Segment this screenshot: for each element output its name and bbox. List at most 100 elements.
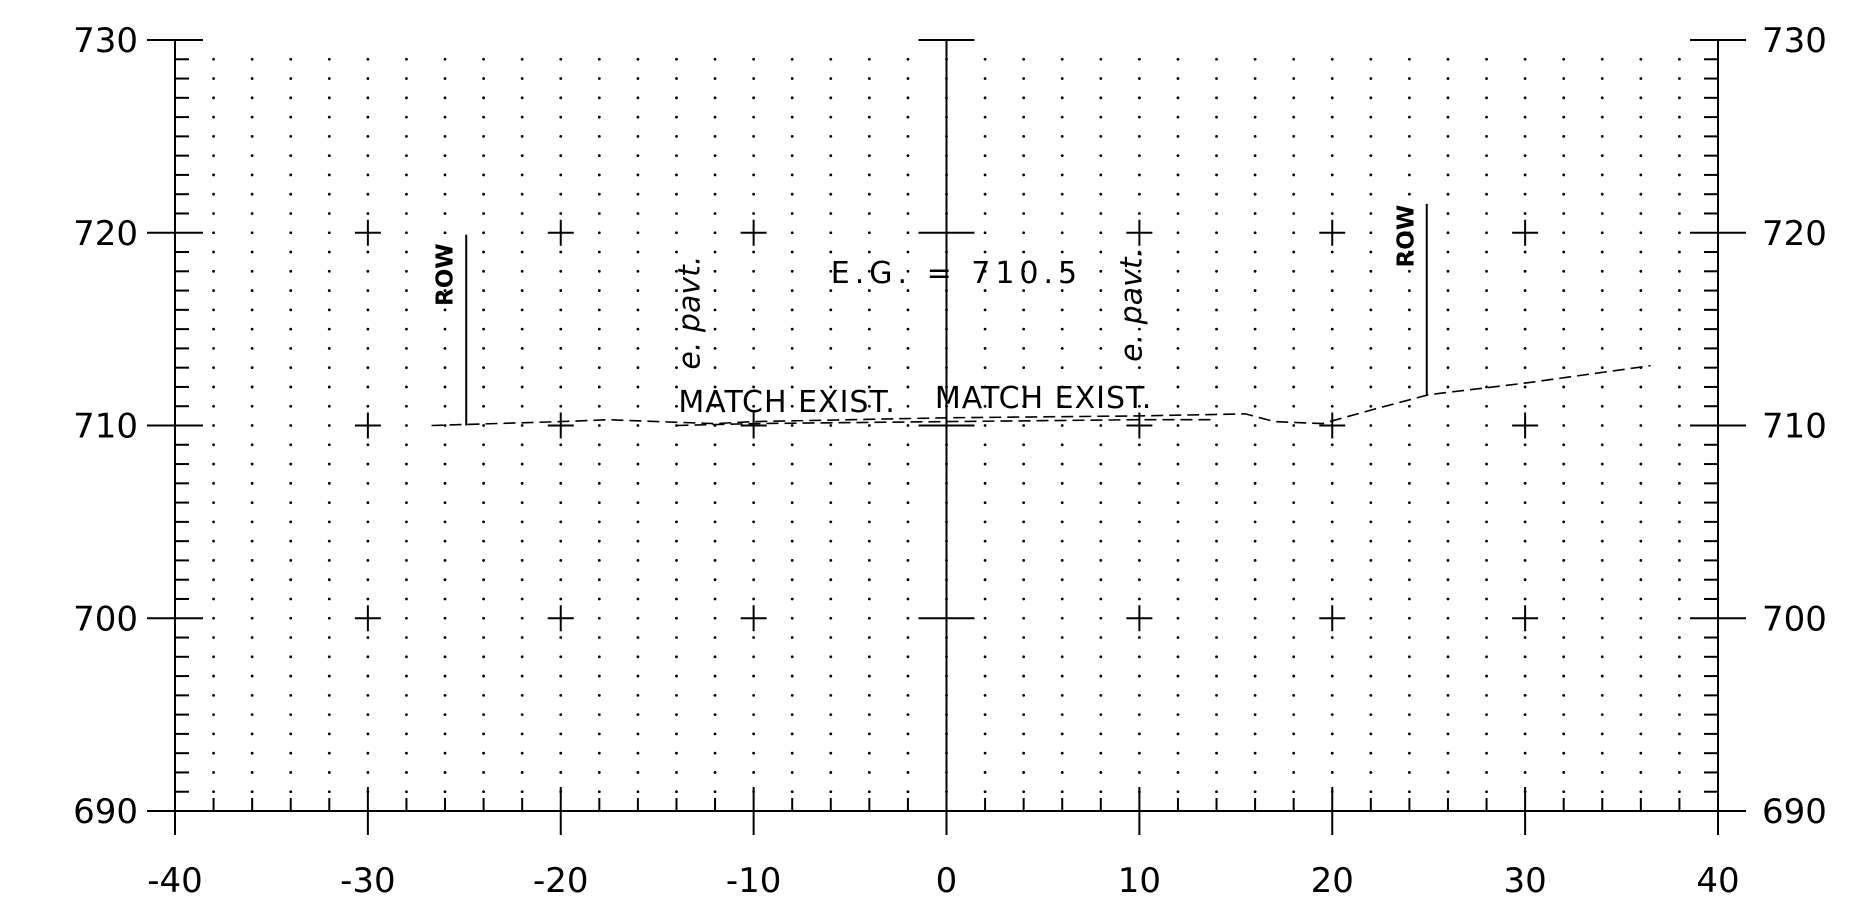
grid-dot	[405, 462, 408, 466]
grid-dot	[1485, 462, 1488, 466]
grid-dot	[443, 57, 447, 61]
grid-dot	[443, 771, 447, 774]
grid-dot	[1330, 57, 1334, 61]
grid-dot	[1523, 751, 1527, 755]
grid-dot	[1369, 404, 1373, 408]
grid-dot	[636, 616, 640, 620]
grid-dot	[1639, 327, 1643, 331]
grid-dot	[752, 462, 756, 466]
grid-dot	[1485, 481, 1488, 485]
grid-dot	[1523, 77, 1527, 80]
grid-dot	[1369, 674, 1373, 678]
grid-dot	[1523, 693, 1527, 697]
grid-dot	[867, 655, 871, 659]
grid-dot	[1408, 559, 1411, 562]
grid-dot	[1639, 134, 1643, 138]
grid-dot	[289, 385, 293, 389]
grid-dot	[1099, 366, 1103, 370]
grid-dot	[1678, 559, 1681, 562]
grid-dot	[1639, 96, 1643, 100]
grid-dot	[482, 790, 485, 794]
grid-dot	[443, 655, 447, 659]
grid-dot	[1485, 231, 1488, 235]
grid-dot	[212, 559, 215, 562]
grid-dot	[212, 192, 215, 196]
grid-dot	[906, 231, 910, 235]
grid-dot	[1408, 404, 1411, 408]
grid-dot	[405, 655, 408, 659]
grid-dot	[1523, 366, 1527, 370]
grid-dot	[1369, 269, 1373, 273]
grid-dot	[405, 713, 408, 717]
grid-dot	[829, 212, 833, 215]
grid-dot	[520, 655, 524, 659]
grid-dot	[675, 790, 678, 794]
grid-dot	[829, 443, 833, 447]
grid-dot	[1292, 520, 1296, 524]
grid-dot	[520, 308, 524, 312]
grid-dot	[636, 404, 640, 408]
grid-dot	[867, 269, 871, 273]
grid-dot	[212, 616, 215, 620]
grid-dot	[1022, 771, 1026, 774]
grid-dot	[1639, 481, 1643, 485]
grid-dot	[675, 231, 678, 235]
grid-dot	[250, 732, 254, 736]
grid-dot	[1137, 289, 1141, 292]
grid-dot	[1369, 250, 1373, 254]
grid-dot	[1022, 636, 1026, 639]
edge-of-pavement-left-label: e. pavt.	[673, 256, 708, 370]
grid-dot	[520, 481, 524, 485]
profile-lines	[431, 364, 1651, 427]
grid-dot	[366, 655, 370, 659]
grid-dot	[906, 790, 910, 794]
grid-dot	[250, 520, 254, 524]
grid-dot	[1330, 289, 1334, 292]
grid-dot	[1022, 57, 1026, 61]
grid-dot	[250, 462, 254, 466]
grid-dot	[1253, 308, 1257, 312]
grid-dot	[289, 732, 293, 736]
grid-dot	[327, 77, 331, 80]
grid-dot	[1137, 693, 1141, 697]
grid-dot	[752, 520, 756, 524]
grid-dot	[482, 212, 485, 215]
grid-dot	[1446, 269, 1450, 273]
annotations: ROW ROW e. pavt. e. pavt. E.G. = 710.5 M…	[433, 203, 1428, 426]
grid-dot	[443, 443, 447, 447]
grid-dot	[1678, 231, 1681, 235]
grid-dot	[1408, 115, 1411, 119]
grid-dot	[1639, 173, 1643, 177]
grid-dot	[1639, 250, 1643, 254]
grid-dot	[366, 713, 370, 717]
grid-dot	[520, 57, 524, 61]
grid-dot	[1408, 77, 1411, 80]
grid-dot	[1485, 655, 1488, 659]
grid-dot	[1253, 693, 1257, 697]
grid-dot	[1060, 308, 1064, 312]
grid-dot	[713, 289, 717, 292]
grid-dot	[289, 539, 293, 543]
grid-dot	[1523, 404, 1527, 408]
grid-dot	[1330, 462, 1334, 466]
grid-dot	[1485, 327, 1488, 331]
grid-dot	[250, 192, 254, 196]
grid-dot	[829, 597, 833, 601]
y-tick-label-right: 690	[1762, 792, 1827, 832]
grid-dot	[520, 404, 524, 408]
grid-dot	[1678, 404, 1681, 408]
grid-dot	[1523, 250, 1527, 254]
grid-dot	[906, 559, 910, 562]
grid-dot	[1330, 173, 1334, 177]
grid-dot	[867, 192, 871, 196]
grid-dot	[443, 578, 447, 582]
grid-dot	[1678, 443, 1681, 447]
grid-dot	[636, 501, 640, 504]
grid-dot	[559, 481, 563, 485]
grid-dot	[867, 616, 871, 620]
grid-dot	[250, 713, 254, 717]
grid-dot	[250, 636, 254, 639]
grid-dot	[1639, 501, 1643, 504]
grid-dot	[366, 636, 370, 639]
grid-dot	[520, 134, 524, 138]
